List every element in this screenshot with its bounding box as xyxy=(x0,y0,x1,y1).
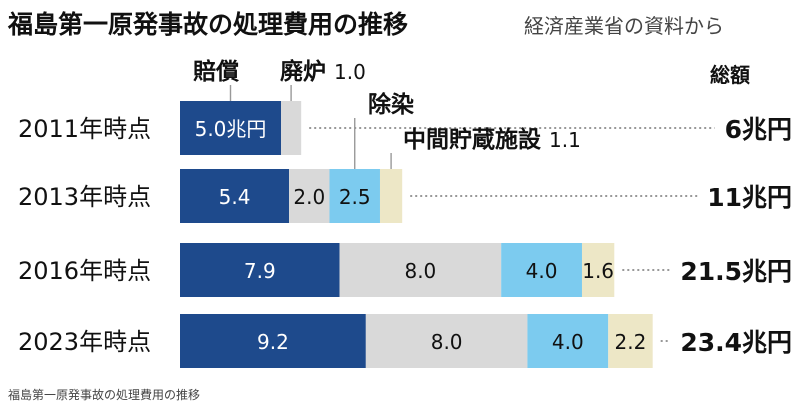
chart-title: 福島第一原発事故の処理費用の推移 xyxy=(7,10,408,39)
total-value: 23.4兆円 xyxy=(680,328,792,357)
category-label: 2013年時点 xyxy=(18,183,151,211)
chart-row: 2011年時点 5.0兆円 6兆円 xyxy=(18,101,792,155)
total-value: 11兆円 xyxy=(707,183,792,212)
bar-segment xyxy=(329,169,380,223)
series-name-label: 廃炉 1.0 xyxy=(280,58,366,85)
bar-segment xyxy=(379,169,403,223)
segment-label: 2.2 xyxy=(615,330,647,354)
segment-label: 8.0 xyxy=(431,330,463,354)
series-value-label: 1.1 xyxy=(549,128,581,152)
category-label: 2011年時点 xyxy=(18,115,151,143)
chart-row: 2013年時点 5.4 2.0 2.5 11兆円 xyxy=(18,169,792,223)
segment-label: 4.0 xyxy=(526,259,558,283)
total-header: 総額 xyxy=(710,63,750,87)
series-name-label: 賠償 xyxy=(193,59,239,85)
figure-caption: 福島第一原発事故の処理費用の推移 xyxy=(8,388,201,402)
series-name-label: 中間貯蔵施設 1.1 xyxy=(403,126,581,153)
chart-row: 2023年時点 9.2 8.0 4.0 2.2 23.4兆円 xyxy=(18,314,792,368)
series-name-label: 除染 xyxy=(368,91,414,118)
bar-segment xyxy=(527,314,609,368)
total-value: 21.5兆円 xyxy=(680,257,792,286)
segment-label: 5.4 xyxy=(219,185,251,209)
series-callout: 廃炉 1.0 xyxy=(280,58,366,101)
segment-label: 2.0 xyxy=(293,185,325,209)
chart-subtitle: 経済産業省の資料から xyxy=(524,14,724,38)
series-value-label: 1.0 xyxy=(334,60,366,84)
series-callout: 除染 xyxy=(354,91,414,169)
category-label: 2023年時点 xyxy=(18,328,151,356)
bar-segment xyxy=(608,314,653,368)
bar-segment xyxy=(180,314,366,368)
segment-label: 1.6 xyxy=(582,259,614,283)
chart-row: 2016年時点 7.9 8.0 4.0 1.6 21.5兆円 xyxy=(18,243,792,297)
segment-label: 8.0 xyxy=(404,259,436,283)
bar-segment xyxy=(289,169,330,223)
stacked-bar-chart: 福島第一原発事故の処理費用の推移 経済産業省の資料から 総額 2011年時点 5.… xyxy=(7,10,792,368)
bar-segment xyxy=(180,101,281,155)
bar-segment xyxy=(180,169,290,223)
series-callout: 賠償 xyxy=(193,59,239,101)
segment-label: 7.9 xyxy=(244,259,276,283)
bar-segment xyxy=(501,243,582,297)
bar-segment xyxy=(339,243,502,297)
segment-label: 2.5 xyxy=(339,185,371,209)
series-callout: 中間貯蔵施設 1.1 xyxy=(390,126,581,169)
bar-segment xyxy=(581,243,615,297)
bar-segment xyxy=(281,101,302,155)
chart-rows: 2011年時点 5.0兆円 6兆円 2013年時点 5.4 2.0 2.5 11兆円 2016年… xyxy=(18,101,792,368)
bar-segment xyxy=(180,243,340,297)
total-value: 6兆円 xyxy=(725,115,792,144)
segment-label: 4.0 xyxy=(552,330,584,354)
category-label: 2016年時点 xyxy=(18,257,151,285)
bar-segment xyxy=(365,314,528,368)
segment-label: 9.2 xyxy=(257,330,289,354)
segment-label: 5.0兆円 xyxy=(195,117,267,141)
